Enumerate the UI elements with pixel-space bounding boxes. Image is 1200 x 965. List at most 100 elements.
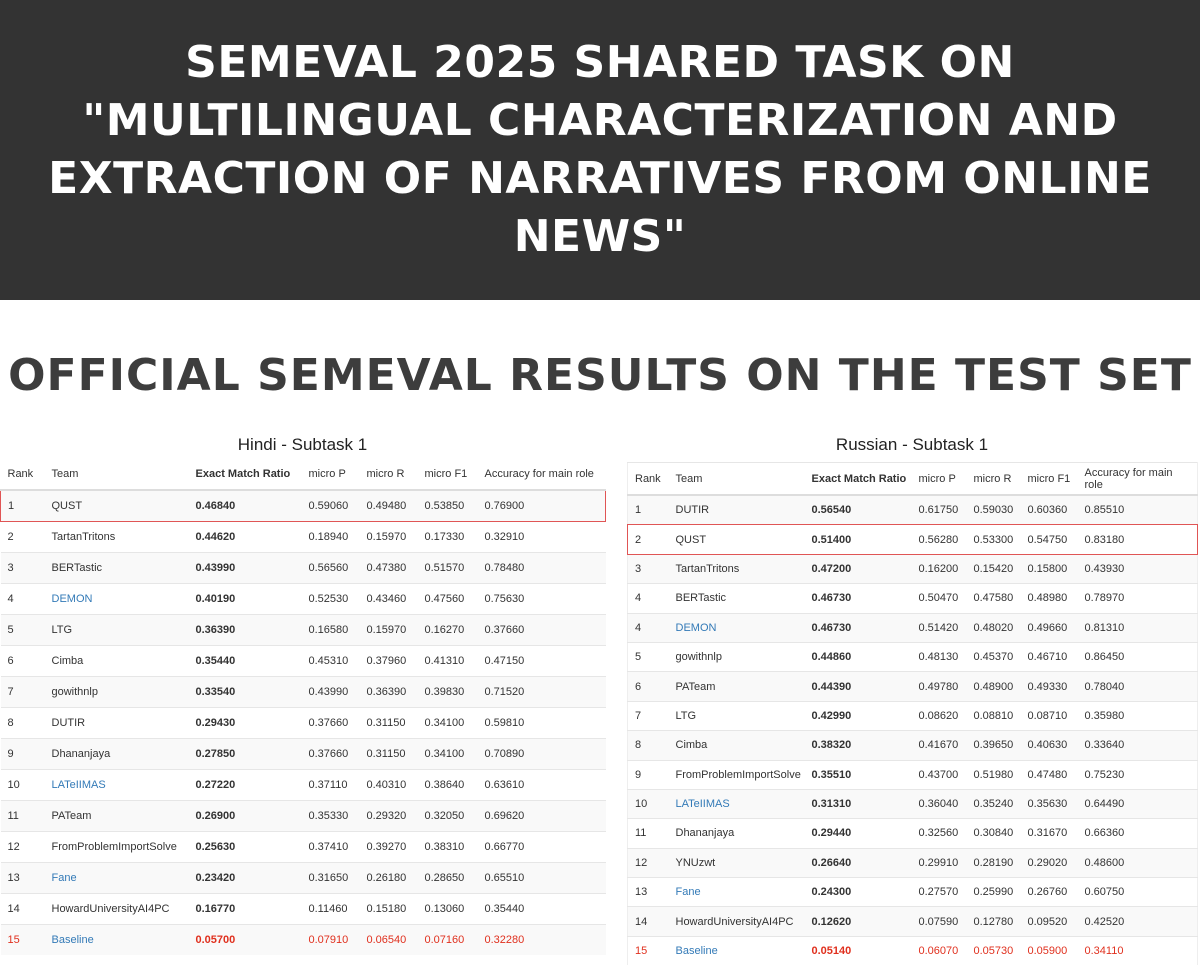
exact-match-ratio-cell: 0.51400 [804,524,912,555]
table-row: 8 Cimba 0.38320 0.41670 0.39650 0.40630 0.3364… [627,730,1198,761]
team-link[interactable]: LATeIIMAS [51,779,106,791]
micro-p-cell: 0.49780 [911,671,967,702]
team-cell: BERTastic [44,552,189,584]
micro-p-cell: 0.32560 [911,818,967,849]
micro-p-cell: 0.27570 [911,877,967,907]
column-header-micro-f1: micro F1 [417,458,478,491]
micro-r-cell: 0.35240 [966,788,1021,819]
accuracy-main-role-cell: 0.48600 [1077,847,1198,878]
micro-f1-cell: 0.15800 [1020,553,1078,584]
table-row: 14 HowardUniversityAI4PC 0.12620 0.07590 0.1… [627,906,1198,937]
rank-cell: 5 [0,614,45,646]
rank-cell: 15 [0,924,45,955]
rank-cell: 7 [0,676,45,708]
team-cell: QUST [668,524,805,555]
micro-p-cell: 0.45310 [301,645,360,677]
exact-match-ratio-cell: 0.47200 [804,553,912,584]
micro-r-cell: 0.15180 [359,893,418,925]
micro-r-cell: 0.43460 [359,583,418,615]
micro-r-cell: 0.30840 [966,818,1021,849]
team-cell: Cimba [44,645,189,677]
micro-f1-cell: 0.54750 [1020,524,1078,555]
rank-cell: 15 [627,935,669,965]
team-cell: LATeIIMAS [668,788,805,819]
team-link[interactable]: Fane [675,886,701,899]
table-row: 13 Fane 0.23420 0.31650 0.26180 0.28650 0.6551… [0,862,606,894]
table-caption: Russian - Subtask 1 [835,435,989,454]
micro-r-cell: 0.37960 [359,645,418,677]
team-name: Dhananjaya [675,827,735,840]
column-header-exact-match-ratio: Exact Match Ratio [188,458,302,491]
micro-p-cell: 0.56560 [301,552,360,584]
rank-cell: 10 [627,788,669,819]
team-cell: BERTastic [668,583,805,614]
table-row: 2 QUST 0.51400 0.56280 0.53300 0.54750 0.83180 [627,524,1198,555]
team-link[interactable]: Baseline [675,945,718,958]
exact-match-ratio-cell: 0.40190 [188,583,302,615]
team-cell: TartanTritons [44,521,189,553]
rank-cell: 5 [627,641,669,672]
accuracy-main-role-cell: 0.33640 [1077,730,1198,761]
micro-r-cell: 0.49480 [359,489,418,522]
column-header-micro-p: micro P [911,462,967,496]
rank-cell: 9 [627,759,669,790]
micro-p-cell: 0.41670 [911,730,967,761]
team-link[interactable]: Fane [51,872,77,884]
micro-p-cell: 0.07590 [911,906,967,937]
team-link[interactable]: LATeIIMAS [675,798,730,811]
exact-match-ratio-cell: 0.35510 [804,759,912,790]
exact-match-ratio-cell: 0.05140 [804,935,912,965]
table-body: 1 QUST 0.46840 0.59060 0.49480 0.53850 0.76900… [0,489,606,955]
micro-r-cell: 0.47580 [966,583,1021,614]
accuracy-main-role-cell: 0.75630 [477,583,606,615]
micro-r-cell: 0.08810 [966,700,1021,731]
micro-p-cell: 0.16580 [301,614,360,646]
team-cell: LTG [668,700,805,731]
micro-f1-cell: 0.49660 [1020,612,1078,643]
micro-p-cell: 0.48130 [911,641,967,672]
exact-match-ratio-cell: 0.36390 [188,614,302,646]
table-row: 5 LTG 0.36390 0.16580 0.15970 0.16270 0.37660 [0,614,606,646]
rank-cell: 3 [0,552,45,584]
micro-r-cell: 0.48900 [966,671,1021,702]
rank-cell: 4 [0,583,45,615]
rank-cell: 6 [0,645,45,677]
rank-cell: 13 [0,862,45,894]
rank-cell: 8 [627,730,669,761]
accuracy-main-role-cell: 0.63610 [477,769,606,801]
accuracy-main-role-cell: 0.85510 [1077,494,1198,525]
exact-match-ratio-cell: 0.24300 [804,877,912,907]
exact-match-ratio-cell: 0.26640 [804,847,912,878]
team-name: BERTastic [675,592,727,605]
accuracy-main-role-cell: 0.66360 [1077,818,1198,849]
micro-f1-cell: 0.47480 [1020,759,1078,790]
accuracy-main-role-cell: 0.75230 [1077,759,1198,790]
micro-p-cell: 0.56280 [911,524,967,555]
team-link[interactable]: DEMON [675,621,717,634]
micro-r-cell: 0.26180 [359,862,418,894]
micro-p-cell: 0.51420 [911,612,967,643]
table-row: 4 BERTastic 0.46730 0.50470 0.47580 0.48980 0.… [627,583,1198,614]
accuracy-main-role-cell: 0.76900 [477,489,606,522]
team-name: HowardUniversityAI4PC [675,915,794,928]
micro-f1-cell: 0.28650 [417,862,478,894]
micro-r-cell: 0.28190 [966,847,1021,878]
team-link[interactable]: Baseline [51,934,94,946]
micro-f1-cell: 0.17330 [417,521,478,553]
team-cell: Fane [44,862,189,894]
column-header-team: Team [44,458,189,491]
russian-results-panel: Russian - Subtask 1 Rank Team Exact Matc… [627,432,1198,965]
micro-f1-cell: 0.31670 [1020,818,1078,849]
rank-cell: 3 [627,553,669,584]
micro-r-cell: 0.25990 [966,877,1021,907]
micro-f1-cell: 0.47560 [417,583,478,615]
accuracy-main-role-cell: 0.47150 [477,645,606,677]
micro-r-cell: 0.47380 [359,552,418,584]
team-cell: LTG [44,614,189,646]
accuracy-main-role-cell: 0.59810 [477,707,606,739]
team-link[interactable]: DEMON [51,593,93,605]
micro-f1-cell: 0.48980 [1020,583,1078,614]
micro-f1-cell: 0.49330 [1020,671,1078,702]
team-cell: DEMON [44,583,189,615]
team-name: PATeam [51,810,92,822]
